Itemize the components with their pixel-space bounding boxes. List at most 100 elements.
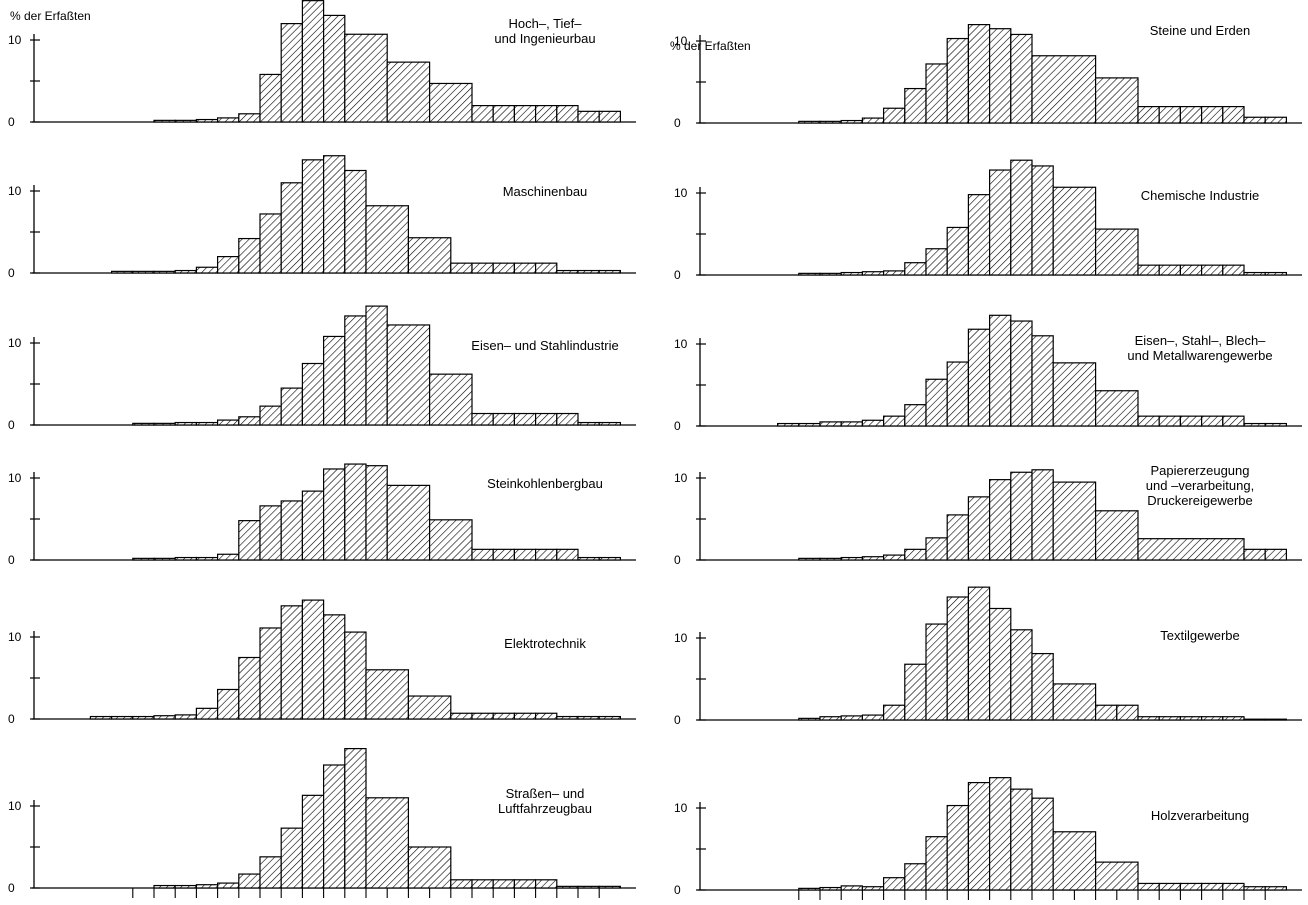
y-tick-label-7-10: 10: [674, 471, 688, 485]
bar-8-17: [407, 695, 452, 720]
bar-5-8: [882, 415, 906, 427]
bar-1-21: [1158, 105, 1181, 124]
bar-10-5: [153, 884, 176, 889]
y-tick-label-3-10: 10: [674, 186, 688, 200]
bar-9-14: [1010, 629, 1033, 721]
bar-6-12: [301, 490, 325, 561]
bar-6-24: [556, 548, 579, 561]
bar-6-4: [132, 557, 155, 561]
bar-6-10: [259, 505, 282, 561]
bar-6-21: [492, 548, 516, 561]
bar-11-25: [1243, 886, 1266, 891]
bar-2-25: [577, 269, 600, 274]
bar-11-18: [1094, 861, 1139, 891]
panel-title-9-0: Textilgewerbe: [1160, 628, 1240, 643]
bar-3-18: [1094, 228, 1139, 276]
bar-6-22: [513, 548, 537, 561]
bar-10-21: [492, 879, 516, 889]
bar-3-10: [925, 248, 948, 276]
bar-9-26: [1264, 718, 1287, 721]
bar-10-7: [195, 884, 219, 889]
bar-8-5: [153, 715, 176, 720]
bar-1-20: [1137, 105, 1160, 124]
y-tick-label-2-10: 10: [8, 184, 22, 198]
panel-title-10-1: Luftfahrzeugbau: [498, 801, 592, 816]
bar-4-13: [323, 335, 346, 426]
y-axis-label-right: % der Erfaßten: [670, 39, 751, 53]
bar-2-23: [534, 262, 558, 274]
bar-1-11: [946, 37, 970, 124]
bar-9-11: [946, 596, 970, 721]
bar-9-10: [925, 623, 948, 721]
bar-11-13: [988, 777, 1012, 891]
bar-3-5: [819, 272, 842, 276]
bar-10-25: [577, 885, 600, 889]
bar-4-5: [153, 422, 176, 426]
bar-9-6: [840, 715, 864, 721]
bar-0-22: [513, 104, 537, 123]
bar-5-15: [1031, 335, 1054, 427]
bar-4-12: [301, 362, 325, 426]
bar-2-22: [513, 262, 537, 274]
bar-2-19: [450, 262, 473, 274]
bar-10-6: [174, 884, 197, 889]
bar-7-13: [988, 479, 1012, 561]
bar-9-8: [882, 704, 906, 721]
bar-4-21: [492, 412, 516, 426]
bar-2-8: [217, 256, 240, 274]
bar-9-13: [988, 607, 1012, 721]
bar-0-23: [534, 104, 558, 123]
bar-0-7: [195, 118, 219, 123]
bar-8-14: [344, 631, 367, 720]
bar-8-4: [132, 715, 155, 720]
bar-9-12: [967, 586, 991, 721]
bar-7-25: [1243, 548, 1266, 561]
bar-10-9: [238, 873, 261, 889]
bar-2-4: [132, 270, 155, 274]
bar-1-9: [904, 87, 927, 124]
bar-5-24: [1222, 415, 1245, 427]
bar-8-2: [89, 715, 113, 720]
bar-1-25: [1243, 116, 1266, 124]
bar-2-21: [492, 262, 516, 274]
bar-10-20: [471, 879, 494, 889]
bar-6-25: [577, 556, 600, 561]
bar-0-10: [259, 73, 282, 123]
bar-4-9: [238, 416, 261, 426]
y-tick-label-8-0: 0: [8, 712, 15, 726]
bar-3-15: [1031, 165, 1054, 276]
bar-3-21: [1158, 264, 1181, 276]
bar-7-12: [967, 496, 991, 561]
bar-11-4: [798, 887, 821, 891]
bar-8-26: [598, 715, 622, 720]
bar-4-10: [259, 405, 282, 426]
y-tick-label-9-0: 0: [674, 713, 681, 727]
bar-0-21: [492, 104, 516, 123]
bar-4-11: [280, 387, 304, 426]
bar-0-11: [280, 23, 304, 123]
bar-0-26: [598, 110, 622, 123]
bar-2-10: [259, 213, 282, 274]
bar-8-24: [556, 715, 579, 720]
bar-10-11: [280, 827, 304, 889]
bar-3-26: [1264, 271, 1287, 276]
bar-4-26: [598, 421, 622, 426]
bar-1-12: [967, 24, 991, 124]
bar-2-7: [195, 266, 219, 274]
bar-11-5: [819, 886, 842, 891]
bar-10-24: [556, 885, 579, 889]
bar-10-19: [450, 879, 473, 889]
bar-5-5: [819, 421, 842, 427]
bar-2-5: [153, 270, 176, 274]
bar-9-19: [1116, 704, 1139, 721]
bar-9-16: [1052, 683, 1097, 721]
bar-3-23: [1200, 264, 1224, 276]
bar-4-22: [513, 412, 537, 426]
bar-3-13: [988, 169, 1012, 276]
bar-9-15: [1031, 652, 1054, 721]
panel-title-0-0: Hoch–, Tief–: [509, 16, 583, 31]
bar-4-14: [344, 315, 367, 426]
bar-0-9: [238, 113, 261, 123]
bar-3-12: [967, 194, 991, 276]
bar-5-21: [1158, 415, 1181, 427]
